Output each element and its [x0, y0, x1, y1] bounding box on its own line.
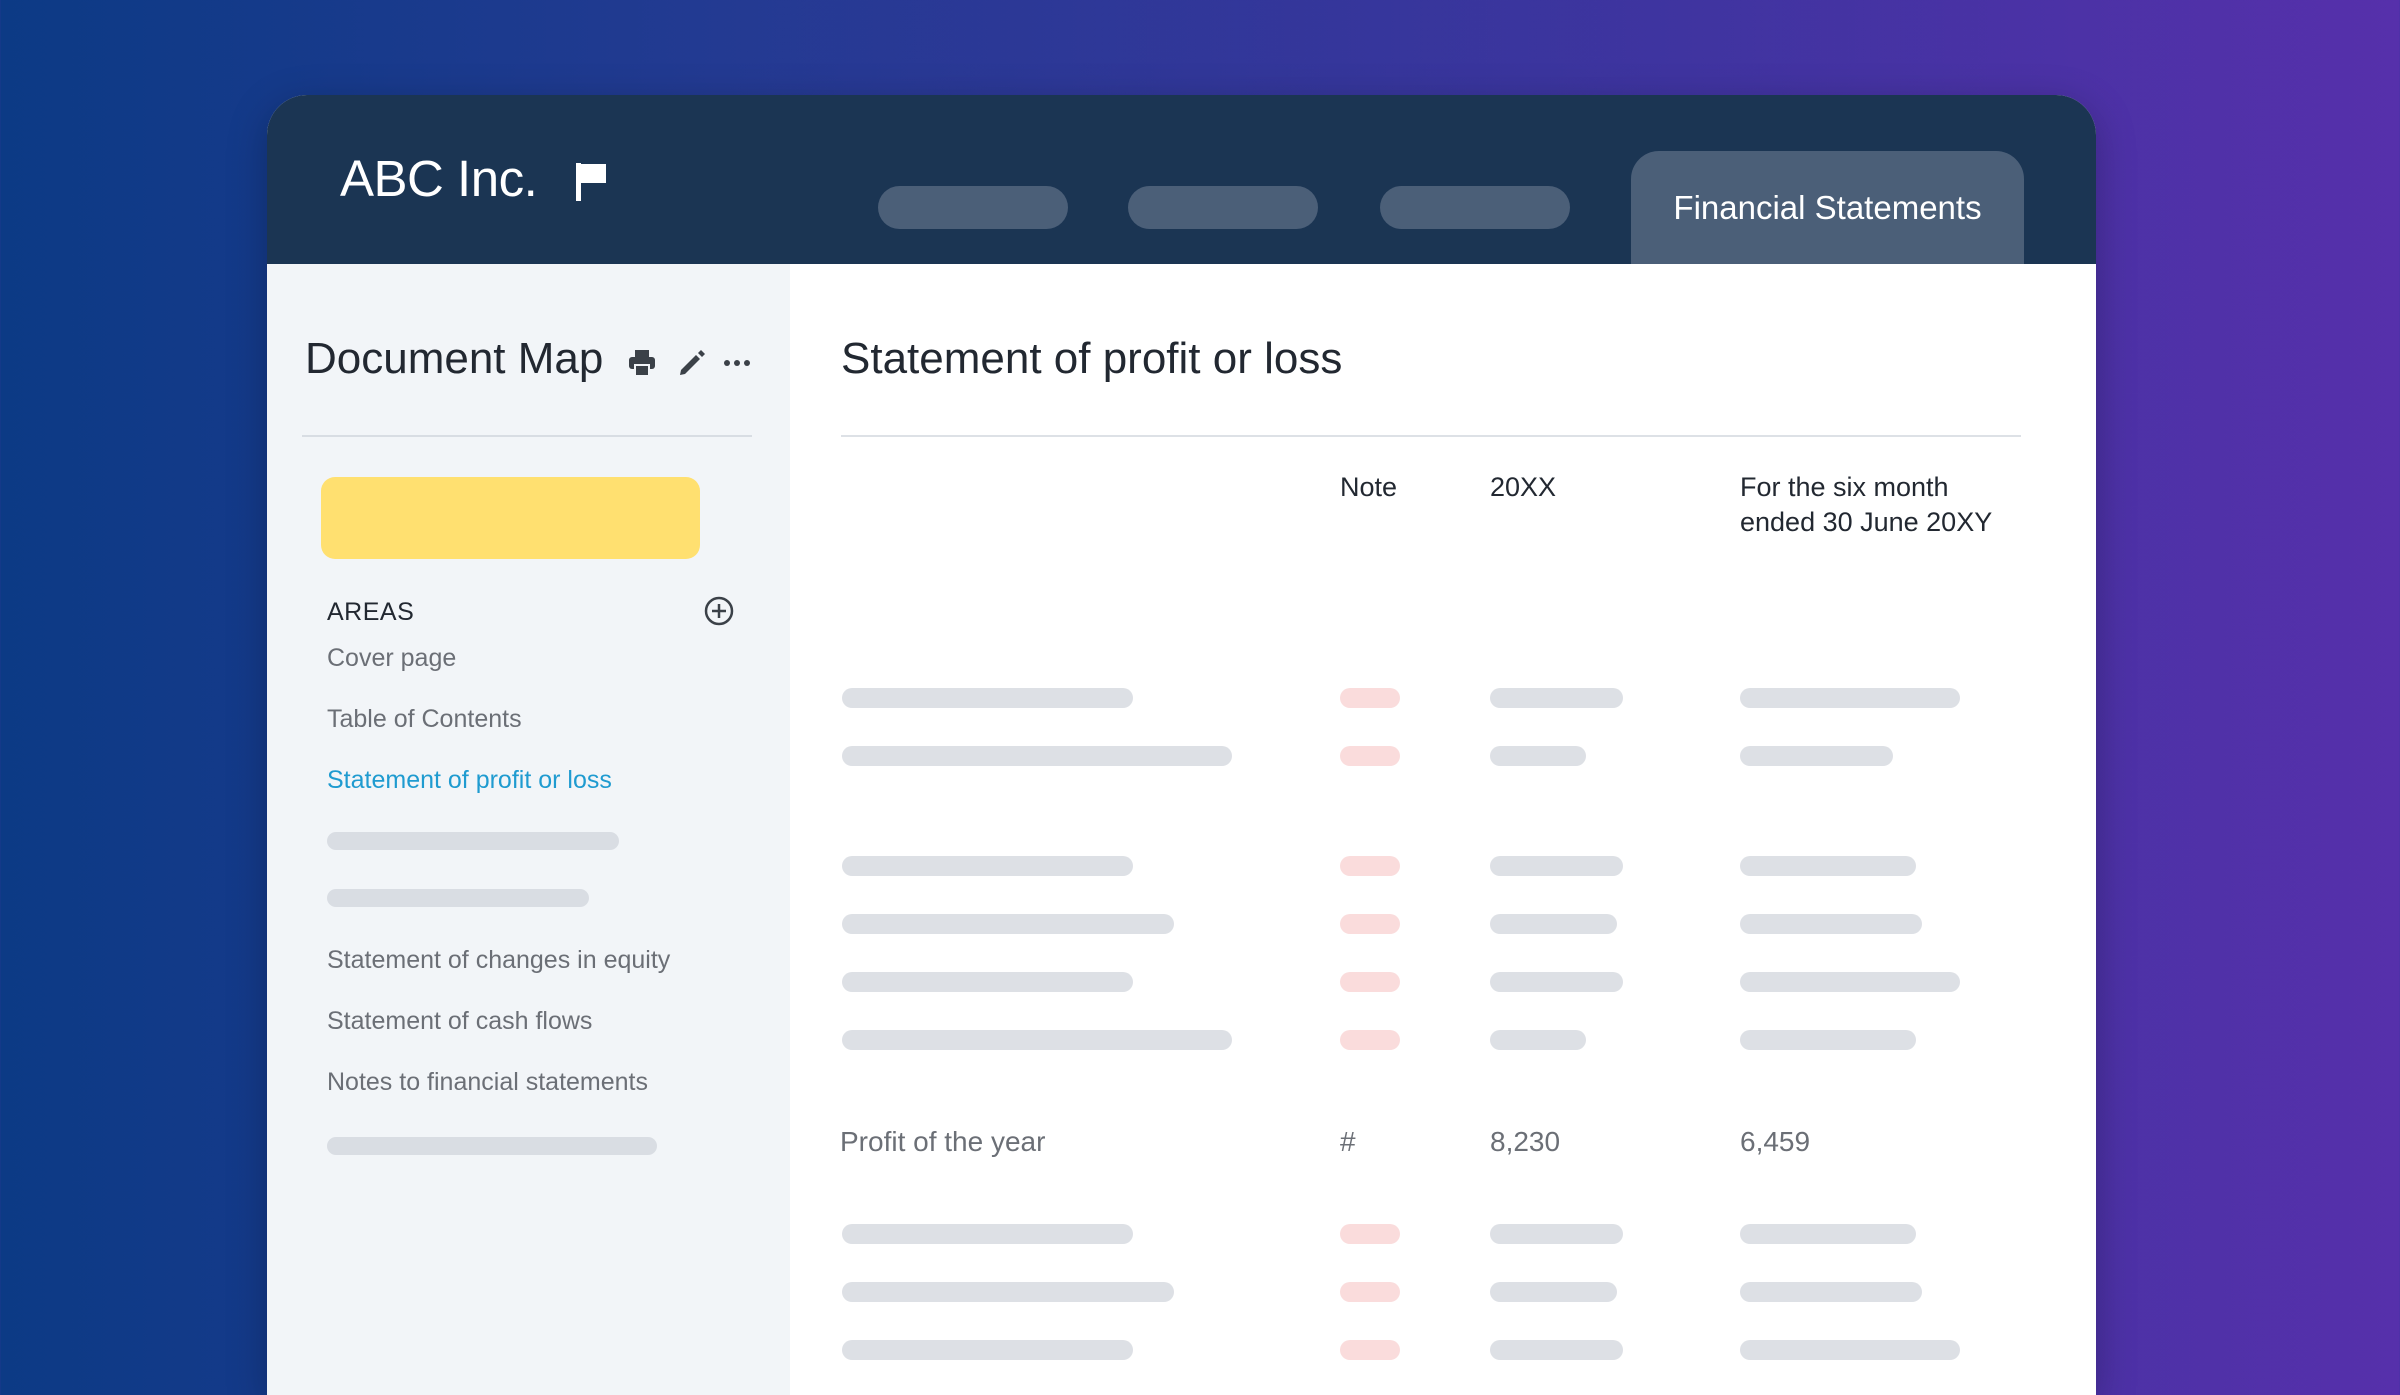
sidebar-item-cash-flows[interactable]: Statement of cash flows	[327, 1007, 593, 1035]
nav-tab-placeholder-1[interactable]	[878, 186, 1068, 229]
note-placeholder	[1340, 1340, 1400, 1360]
row-label-placeholder	[842, 1282, 1174, 1302]
value-placeholder	[1490, 1224, 1623, 1244]
note-placeholder	[1340, 746, 1400, 766]
value-placeholder	[1740, 746, 1893, 766]
row-label-placeholder	[842, 746, 1232, 766]
column-header-year: 20XX	[1490, 472, 1557, 502]
value-placeholder	[1490, 856, 1623, 876]
value-placeholder	[1490, 1030, 1586, 1050]
flag-icon[interactable]	[572, 161, 612, 203]
value-placeholder	[1490, 746, 1586, 766]
value-placeholder	[1740, 856, 1916, 876]
row-note: #	[1340, 1126, 1356, 1157]
add-circle-icon[interactable]	[703, 595, 735, 627]
value-placeholder	[1740, 914, 1922, 934]
row-label: Profit of the year	[840, 1126, 1046, 1157]
sidebar-title: Document Map	[305, 334, 604, 383]
row-label-placeholder	[842, 856, 1133, 876]
print-icon[interactable]	[627, 348, 657, 378]
title-divider	[841, 435, 2021, 437]
sidebar-item-table-of-contents[interactable]: Table of Contents	[327, 705, 522, 733]
row-label-placeholder	[842, 1340, 1133, 1360]
value-placeholder	[1740, 1282, 1922, 1302]
value-placeholder	[1490, 914, 1617, 934]
sidebar-item-notes[interactable]: Notes to financial statements	[327, 1068, 648, 1096]
row-label-placeholder	[842, 1030, 1232, 1050]
value-placeholder	[1490, 1340, 1623, 1360]
sidebar-item-cover-page[interactable]: Cover page	[327, 644, 457, 672]
row-label-placeholder	[842, 972, 1133, 992]
note-placeholder	[1340, 1224, 1400, 1244]
row-label-placeholder	[842, 914, 1174, 934]
row-value-year: 8,230	[1490, 1126, 1561, 1157]
document-map-sidebar: Document Map AREAS Cover page Table of C…	[267, 264, 790, 1395]
highlight-block[interactable]	[321, 477, 700, 559]
sidebar-item-placeholder[interactable]	[327, 889, 589, 907]
row-value-period: 6,459	[1740, 1126, 1811, 1157]
row-label-placeholder	[842, 688, 1133, 708]
note-placeholder	[1340, 856, 1400, 876]
sidebar-item-placeholder[interactable]	[327, 832, 619, 850]
sidebar-item-profit-or-loss[interactable]: Statement of profit or loss	[327, 766, 612, 794]
note-placeholder	[1340, 1282, 1400, 1302]
value-placeholder	[1490, 688, 1623, 708]
statement-content: Statement of profit or loss Note 20XX Fo…	[790, 264, 2096, 1395]
company-name: ABC Inc.	[340, 150, 538, 207]
value-placeholder	[1740, 1224, 1916, 1244]
top-bar: ABC Inc. Financial Statements	[267, 95, 2096, 264]
pencil-icon[interactable]	[677, 348, 707, 378]
value-placeholder	[1740, 972, 1960, 992]
note-placeholder	[1340, 914, 1400, 934]
value-placeholder	[1490, 972, 1623, 992]
nav-tab-placeholder-3[interactable]	[1380, 186, 1570, 229]
sidebar-item-placeholder[interactable]	[327, 1137, 657, 1155]
page-title: Statement of profit or loss	[841, 334, 1343, 383]
value-placeholder	[1740, 1340, 1960, 1360]
tab-financial-statements[interactable]: Financial Statements	[1631, 151, 2024, 264]
note-placeholder	[1340, 972, 1400, 992]
nav-tab-placeholder-2[interactable]	[1128, 186, 1318, 229]
column-header-period: For the six month ended 30 June 20XY	[1740, 472, 1993, 537]
app-window: ABC Inc. Financial Statements Document M…	[267, 95, 2096, 1395]
row-label-placeholder	[842, 1224, 1133, 1244]
column-header-note: Note	[1340, 472, 1398, 502]
value-placeholder	[1490, 1282, 1617, 1302]
value-placeholder	[1740, 688, 1960, 708]
more-icon[interactable]	[722, 348, 752, 378]
sidebar-item-changes-in-equity[interactable]: Statement of changes in equity	[327, 946, 671, 974]
value-placeholder	[1740, 1030, 1916, 1050]
note-placeholder	[1340, 688, 1400, 708]
sidebar-divider	[302, 435, 752, 437]
areas-label: AREAS	[327, 598, 415, 626]
note-placeholder	[1340, 1030, 1400, 1050]
